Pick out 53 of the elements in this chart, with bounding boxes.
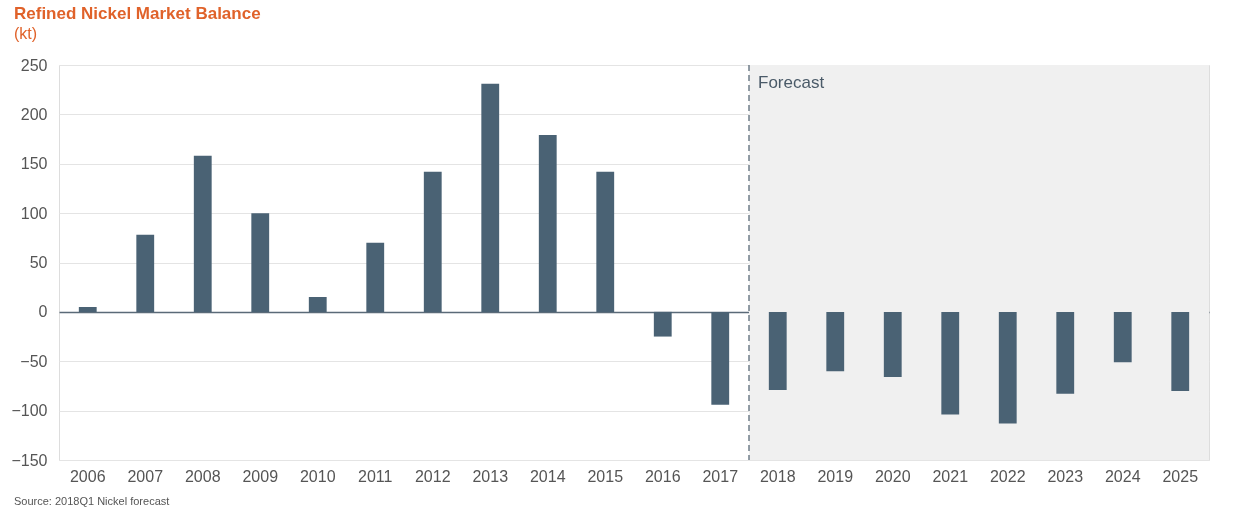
y-tick-label: 250 (20, 56, 48, 74)
y-tick-label: 0 (38, 303, 48, 321)
x-tick-label: 2010 (299, 467, 336, 485)
bar (251, 213, 270, 312)
bar (1113, 311, 1132, 363)
x-tick-label: 2008 (184, 467, 221, 485)
x-tick-label: 2018 (759, 467, 796, 485)
bar (481, 83, 500, 312)
bar (308, 297, 327, 312)
y-tick-label: −150 (11, 451, 48, 469)
x-tick-label: 2022 (989, 467, 1026, 485)
bar (998, 311, 1017, 424)
x-tick-label: 2021 (932, 467, 969, 485)
bar (1171, 311, 1190, 391)
bar (653, 311, 672, 337)
y-tick-label: 200 (20, 105, 48, 123)
y-tick-label: 150 (20, 155, 48, 173)
bar (711, 311, 730, 405)
x-tick-label: 2011 (358, 467, 393, 485)
y-tick-label: −50 (20, 352, 48, 370)
bar (78, 306, 97, 312)
y-tick-label: 100 (20, 204, 48, 222)
bar (826, 311, 845, 372)
source-note: Source: 2018Q1 Nickel forecast (14, 495, 170, 507)
chart-title: Refined Nickel Market Balance (14, 4, 261, 23)
y-tick-label: −100 (11, 402, 48, 420)
bar (366, 242, 385, 312)
bar (596, 171, 615, 312)
bar (883, 311, 902, 378)
bar (768, 311, 787, 390)
x-tick-label: 2019 (817, 467, 854, 485)
bar (1056, 311, 1075, 394)
bar (193, 155, 212, 312)
x-tick-label: 2009 (242, 467, 279, 485)
x-tick-label: 2020 (874, 467, 911, 485)
x-tick-label: 2013 (472, 467, 509, 485)
bar (423, 171, 442, 312)
x-tick-label: 2016 (644, 467, 681, 485)
band-label: Forecast (758, 73, 825, 92)
bar (538, 135, 557, 312)
x-tick-label: 2006 (69, 467, 106, 485)
chart-subtitle: (kt) (14, 25, 38, 42)
x-tick-label: 2023 (1047, 467, 1084, 485)
x-tick-label: 2014 (529, 467, 566, 485)
bar (941, 311, 960, 415)
x-tick-label: 2007 (127, 467, 164, 485)
x-tick-label: 2024 (1104, 467, 1141, 485)
x-tick-label: 2017 (702, 467, 739, 485)
bar (136, 234, 155, 312)
x-tick-label: 2012 (414, 467, 451, 485)
y-tick-label: 50 (29, 254, 48, 271)
x-tick-label: 2015 (587, 467, 624, 485)
x-tick-label: 2025 (1162, 467, 1199, 485)
